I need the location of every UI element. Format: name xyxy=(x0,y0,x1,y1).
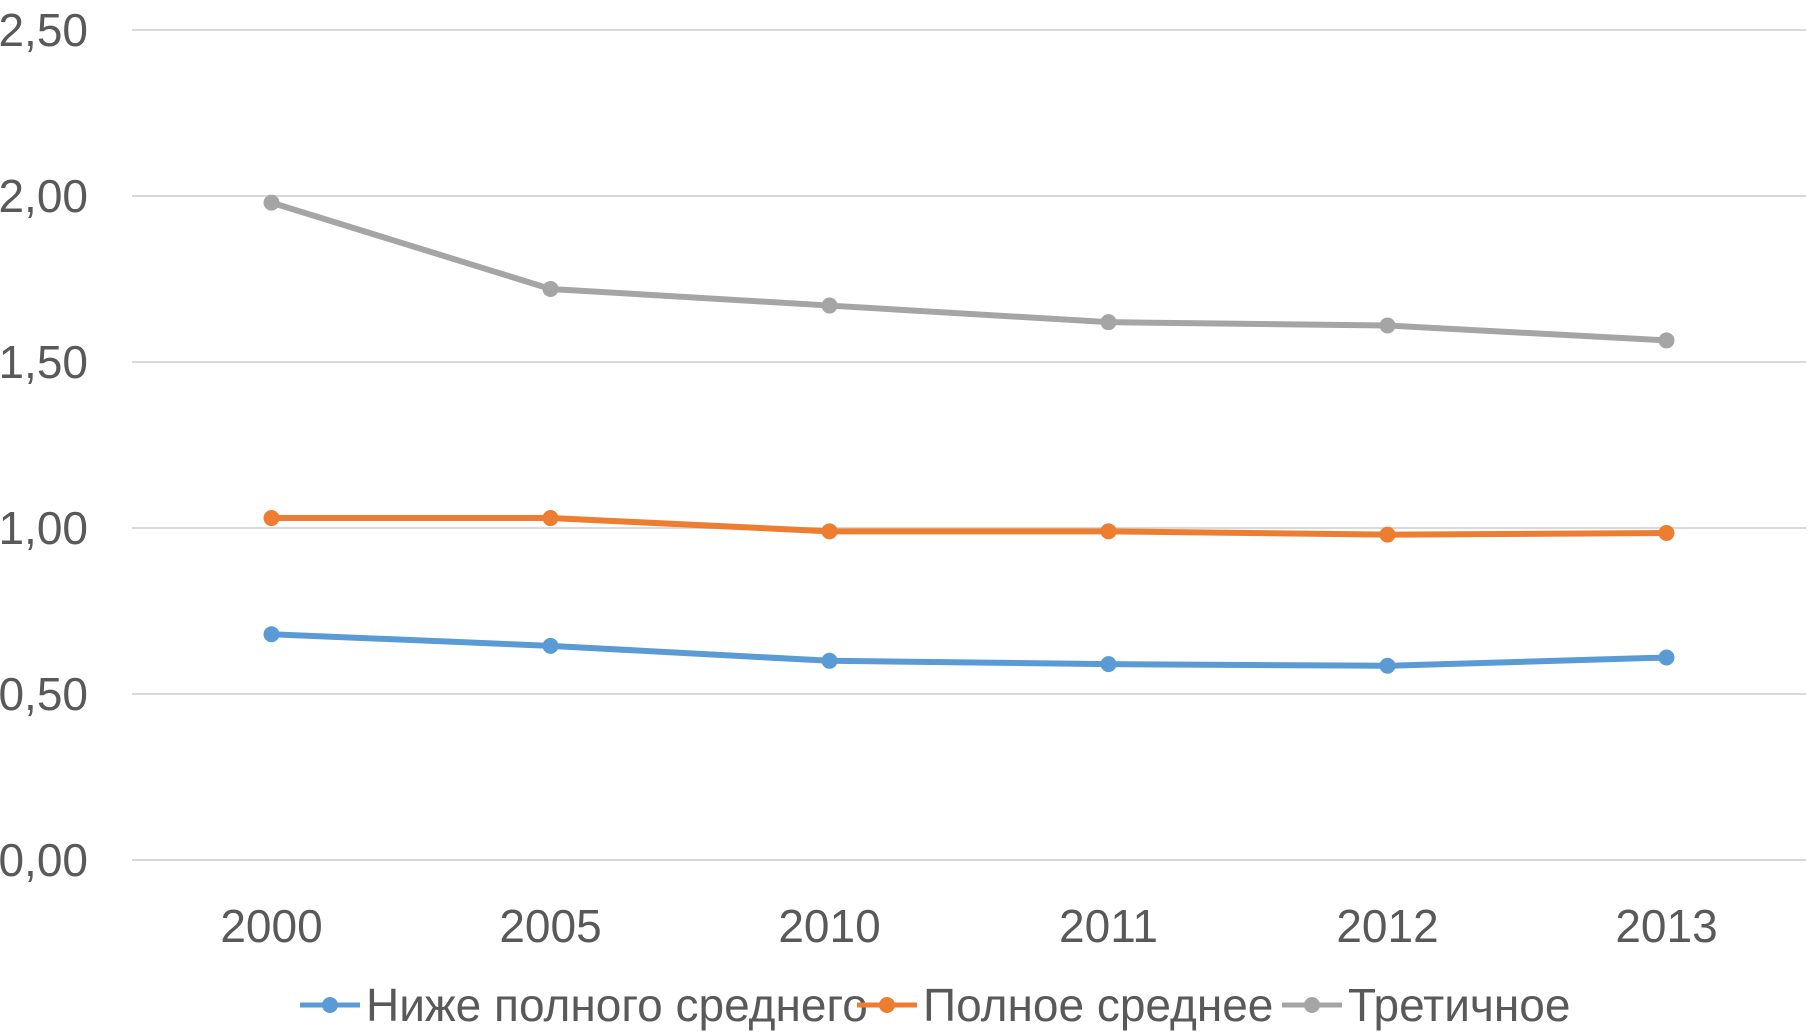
y-axis-tick-labels: 0,00 0,50 1,00 1,50 2,00 2,50 xyxy=(0,4,88,886)
data-point xyxy=(1100,314,1117,331)
y-tick-label: 2,00 xyxy=(0,170,88,222)
data-point xyxy=(263,626,280,643)
series-2 xyxy=(263,510,1675,543)
legend: Ниже полного среднего Полное среднее Тре… xyxy=(0,974,1814,1036)
data-point xyxy=(1658,332,1675,349)
legend-item-series-2: Полное среднее xyxy=(857,974,1273,1036)
x-tick-label: 2013 xyxy=(1615,900,1717,952)
y-tick-label: 1,00 xyxy=(0,502,88,554)
legend-marker-series-1 xyxy=(300,997,360,1013)
data-point xyxy=(263,194,280,211)
data-point xyxy=(821,297,838,314)
legend-item-series-1: Ниже полного среднего xyxy=(300,974,868,1036)
data-point xyxy=(821,523,838,540)
series-lines xyxy=(263,194,1675,674)
x-axis-tick-labels: 2000 2005 2010 2011 2012 2013 xyxy=(220,900,1717,952)
legend-label-series-3: Третичное xyxy=(1348,979,1571,1031)
data-point xyxy=(1658,649,1675,666)
series-3 xyxy=(263,194,1675,349)
legend-label-series-2: Полное среднее xyxy=(923,979,1274,1031)
data-point xyxy=(1658,524,1675,541)
data-point xyxy=(821,652,838,669)
data-point xyxy=(1379,317,1396,334)
series-line xyxy=(268,199,1670,344)
data-point xyxy=(542,510,559,527)
y-tick-label: 1,50 xyxy=(0,336,88,388)
data-point xyxy=(542,637,559,654)
data-point xyxy=(1379,526,1396,543)
x-tick-label: 2005 xyxy=(499,900,601,952)
data-point xyxy=(1379,657,1396,674)
x-tick-label: 2011 xyxy=(1059,900,1158,952)
legend-item-series-3: Третичное xyxy=(1282,974,1570,1036)
x-tick-label: 2010 xyxy=(778,900,880,952)
data-point xyxy=(542,280,559,297)
y-tick-label: 2,50 xyxy=(0,4,88,56)
series-line xyxy=(268,631,1670,669)
series-1 xyxy=(263,626,1675,674)
x-tick-label: 2000 xyxy=(220,900,322,952)
data-point xyxy=(263,510,280,527)
series-line xyxy=(268,515,1670,538)
gridlines xyxy=(132,29,1806,861)
data-point xyxy=(1100,523,1117,540)
legend-marker-series-3 xyxy=(1282,997,1342,1013)
x-tick-label: 2012 xyxy=(1336,900,1438,952)
data-point xyxy=(1100,656,1117,673)
y-tick-label: 0,50 xyxy=(0,668,88,720)
legend-label-series-1: Ниже полного среднего xyxy=(366,979,868,1031)
y-tick-label: 0,00 xyxy=(0,834,88,886)
legend-marker-series-2 xyxy=(857,997,917,1013)
